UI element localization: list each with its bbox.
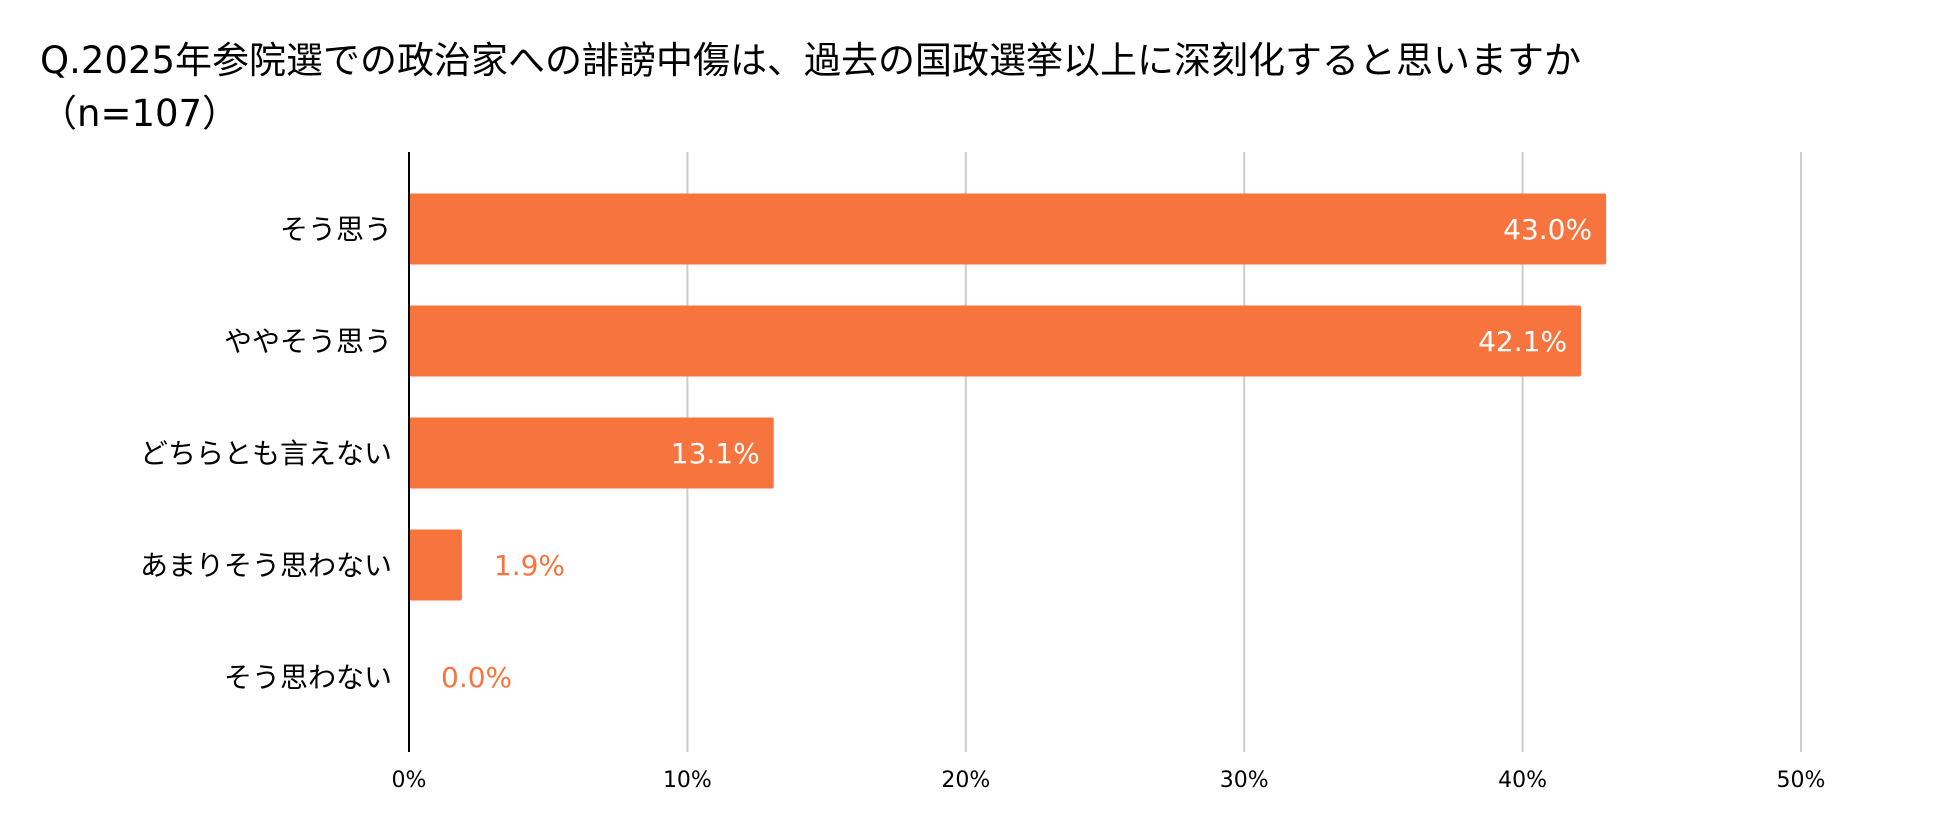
data-label-1: 43.0% <box>1503 213 1592 246</box>
bar-2 <box>409 305 1582 377</box>
x-tick-label-40: 40% <box>1498 768 1547 793</box>
x-tick-label-20: 20% <box>941 768 990 793</box>
category-label-4: あまりそう思わない <box>140 549 392 582</box>
data-label-3: 13.1% <box>671 437 760 470</box>
x-tick-label-10: 10% <box>663 768 712 793</box>
data-labels: 43.0% 42.1% 13.1% 1.9% 0.0% <box>441 213 1592 694</box>
data-label-5: 0.0% <box>441 661 512 694</box>
bars <box>409 193 1607 601</box>
x-tick-labels: 0% 10% 20% 30% 40% 50% <box>392 768 1826 793</box>
x-tick-label-30: 30% <box>1220 768 1269 793</box>
category-label-3: どちらとも言えない <box>140 437 392 470</box>
x-tick-label-0: 0% <box>392 768 427 793</box>
category-label-2: ややそう思う <box>224 325 392 358</box>
category-label-1: そう思う <box>280 213 392 246</box>
chart-title: Q.2025年参院選での政治家への誹謗中傷は、過去の国政選挙以上に深刻化すると思… <box>40 39 1582 135</box>
data-label-2: 42.1% <box>1478 325 1567 358</box>
data-label-4: 1.9% <box>494 549 565 582</box>
bar-4 <box>409 529 462 601</box>
bar-1 <box>409 193 1607 265</box>
category-label-5: そう思わない <box>224 661 392 694</box>
x-tick-label-50: 50% <box>1777 768 1826 793</box>
bar-3 <box>409 417 774 489</box>
